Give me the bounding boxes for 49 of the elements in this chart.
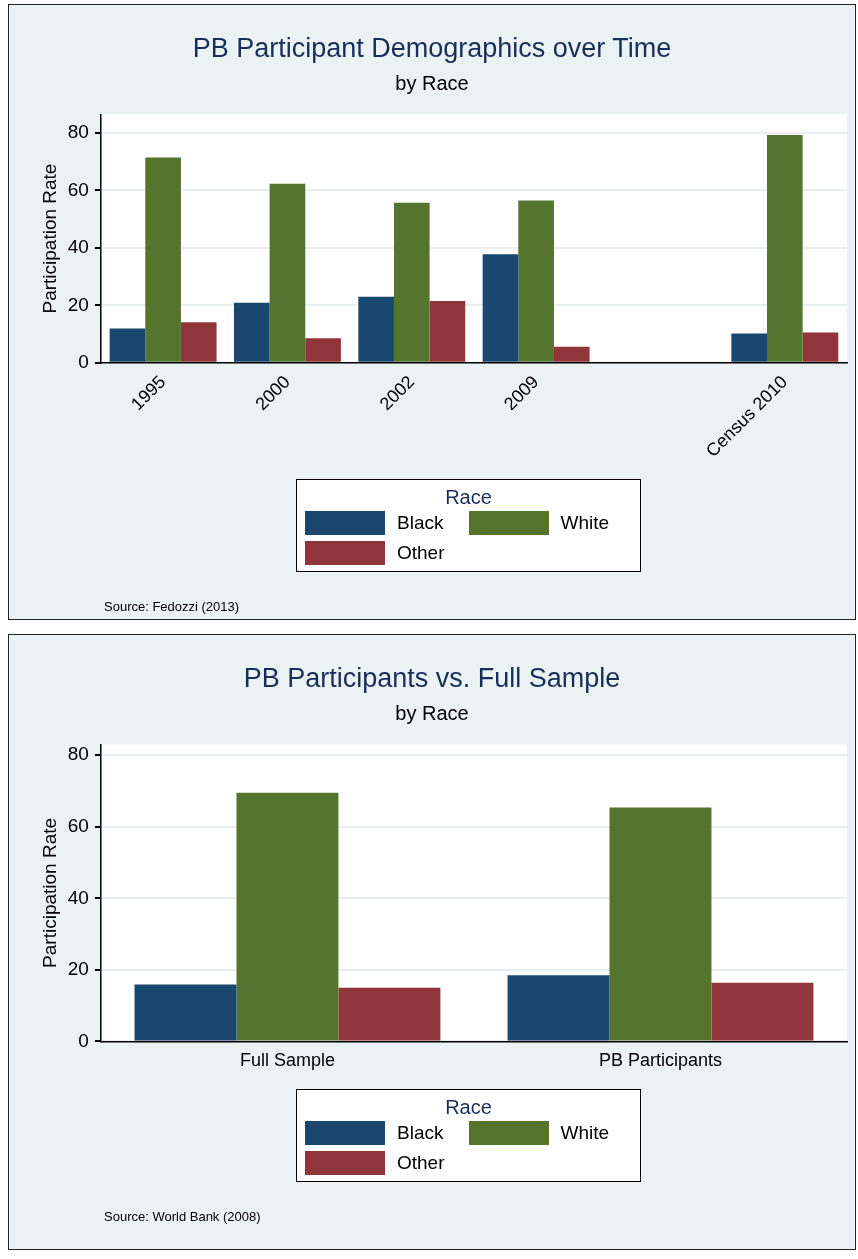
legend-label: Other (397, 542, 445, 564)
legend-label: Black (397, 1122, 444, 1144)
bar (269, 183, 306, 362)
y-axis-title: Participation Rate (38, 817, 60, 968)
legend-label: Black (397, 512, 444, 534)
bar (145, 157, 181, 362)
y-tick-label: 0 (78, 1029, 89, 1051)
chart-subtitle: by Race (394, 702, 470, 725)
y-tick-label: 0 (78, 350, 89, 372)
y-tick-label: 60 (67, 178, 89, 200)
source-note: Source: Fedozzi (2013) (104, 599, 240, 614)
bar (305, 338, 341, 362)
bar (109, 328, 146, 362)
chart-title: PB Participant Demographics over Time (191, 33, 673, 64)
y-tick-label: 40 (67, 236, 89, 258)
bar (338, 987, 441, 1041)
bar (236, 792, 339, 1041)
chart-title: PB Participants vs. Full Sample (242, 663, 622, 694)
y-tick-label: 80 (67, 743, 89, 765)
y-tick-label: 80 (67, 121, 89, 143)
bar (609, 807, 712, 1041)
bar (518, 200, 554, 362)
bar (180, 322, 217, 362)
bar (731, 333, 768, 362)
y-axis-title: Participation Rate (38, 163, 60, 314)
bar (233, 302, 270, 362)
chart-subtitle: by Race (394, 72, 470, 95)
x-tick-label: PB Participants (598, 1050, 723, 1071)
bar (553, 346, 590, 362)
legend-title: Race (444, 486, 493, 509)
bar (802, 332, 839, 362)
bar (482, 254, 519, 362)
bar (429, 301, 466, 362)
bar (358, 296, 394, 362)
legend-label: Other (397, 1152, 445, 1174)
bar (767, 135, 803, 362)
legend-label: White (560, 1122, 610, 1144)
bar (134, 984, 237, 1041)
bar (507, 975, 610, 1041)
source-note: Source: World Bank (2008) (104, 1209, 261, 1224)
y-tick-label: 60 (67, 814, 89, 836)
y-tick-label: 20 (67, 293, 89, 315)
legend-title: Race (444, 1096, 493, 1119)
x-tick-label: Full Sample (239, 1050, 335, 1071)
legend-label: White (560, 512, 610, 534)
bar (393, 202, 430, 362)
y-tick-label: 20 (67, 958, 89, 980)
y-tick-label: 40 (67, 886, 89, 908)
bar (711, 982, 814, 1041)
